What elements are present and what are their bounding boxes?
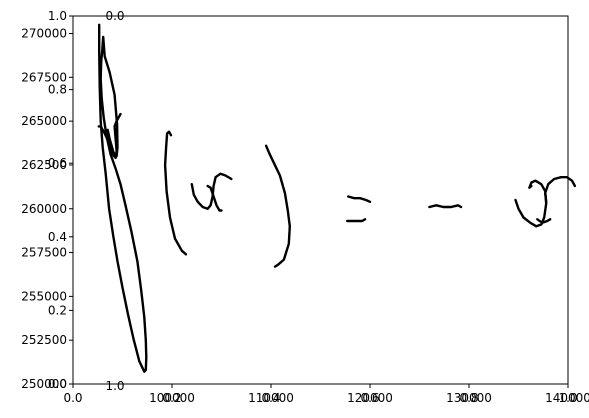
overlay-y-axis-ticks: 0.0 0.2 0.4 0.6 0.8 1.0: [48, 9, 73, 391]
y-axis-ticks: 250000 252500 255000 257500 260000 262500 2650…: [21, 27, 73, 391]
plot-area: [72, 15, 577, 385]
stroke-5: [206, 184, 223, 212]
x-tick-label: 140000: [545, 391, 589, 405]
x-tick-label: 130000: [446, 391, 492, 405]
overlay-y-tick-label: 1.0: [48, 9, 67, 23]
stroke-10: [514, 179, 548, 228]
overlay-y-tick-label: 0.0: [48, 377, 67, 391]
x-tick-label: 110000: [248, 391, 294, 405]
stray-top-label: 0.0: [105, 9, 124, 23]
y-tick-label: 260000: [21, 202, 67, 216]
stroke-4: [190, 172, 233, 210]
stroke-1: [98, 23, 148, 373]
stray-bottom-label: 1.0: [105, 379, 124, 393]
overlay-y-tick-label: 0.6: [48, 156, 67, 170]
stroke-8: [346, 218, 367, 223]
overlay-y-tick-label: 0.8: [48, 83, 67, 97]
stroke-12: [544, 176, 577, 203]
overlay-y-tick-label: 0.4: [48, 230, 67, 244]
overlay-x-tick-label: 0.0: [63, 391, 82, 405]
y-tick-label: 255000: [21, 289, 67, 303]
y-tick-label: 262500: [21, 158, 67, 172]
x-tick-label: 120000: [347, 391, 393, 405]
stroke-7: [347, 195, 372, 203]
overlay-x-tick-label: 0.6: [360, 391, 379, 405]
stroke-11: [536, 218, 552, 224]
y-tick-label: 252500: [21, 333, 67, 347]
stroke-2: [97, 112, 122, 160]
overlay-x-tick-label: 1.0: [558, 391, 577, 405]
axes-frame: [72, 15, 569, 385]
overlay-x-axis-ticks: 0.0 0.2 0.4 0.6 0.8 1.0: [63, 384, 578, 405]
x-axis-ticks: 100000 110000 120000 130000 140000: [149, 384, 589, 405]
y-tick-label: 265000: [21, 114, 67, 128]
overlay-y-tick-label: 0.2: [48, 303, 67, 317]
overlay-x-tick-label: 0.8: [459, 391, 478, 405]
handwriting-strokes: [97, 23, 577, 373]
y-tick-label: 267500: [21, 70, 67, 84]
overlay-x-tick-label: 0.2: [162, 391, 181, 405]
y-tick-label: 270000: [21, 27, 67, 41]
x-tick-label: 100000: [149, 391, 195, 405]
stroke-6: [264, 144, 291, 268]
stroke-3: [163, 130, 188, 256]
y-tick-label: 250000: [21, 377, 67, 391]
overlay-x-tick-label: 0.4: [261, 391, 280, 405]
y-tick-label: 257500: [21, 246, 67, 260]
stroke-9: [428, 204, 463, 209]
